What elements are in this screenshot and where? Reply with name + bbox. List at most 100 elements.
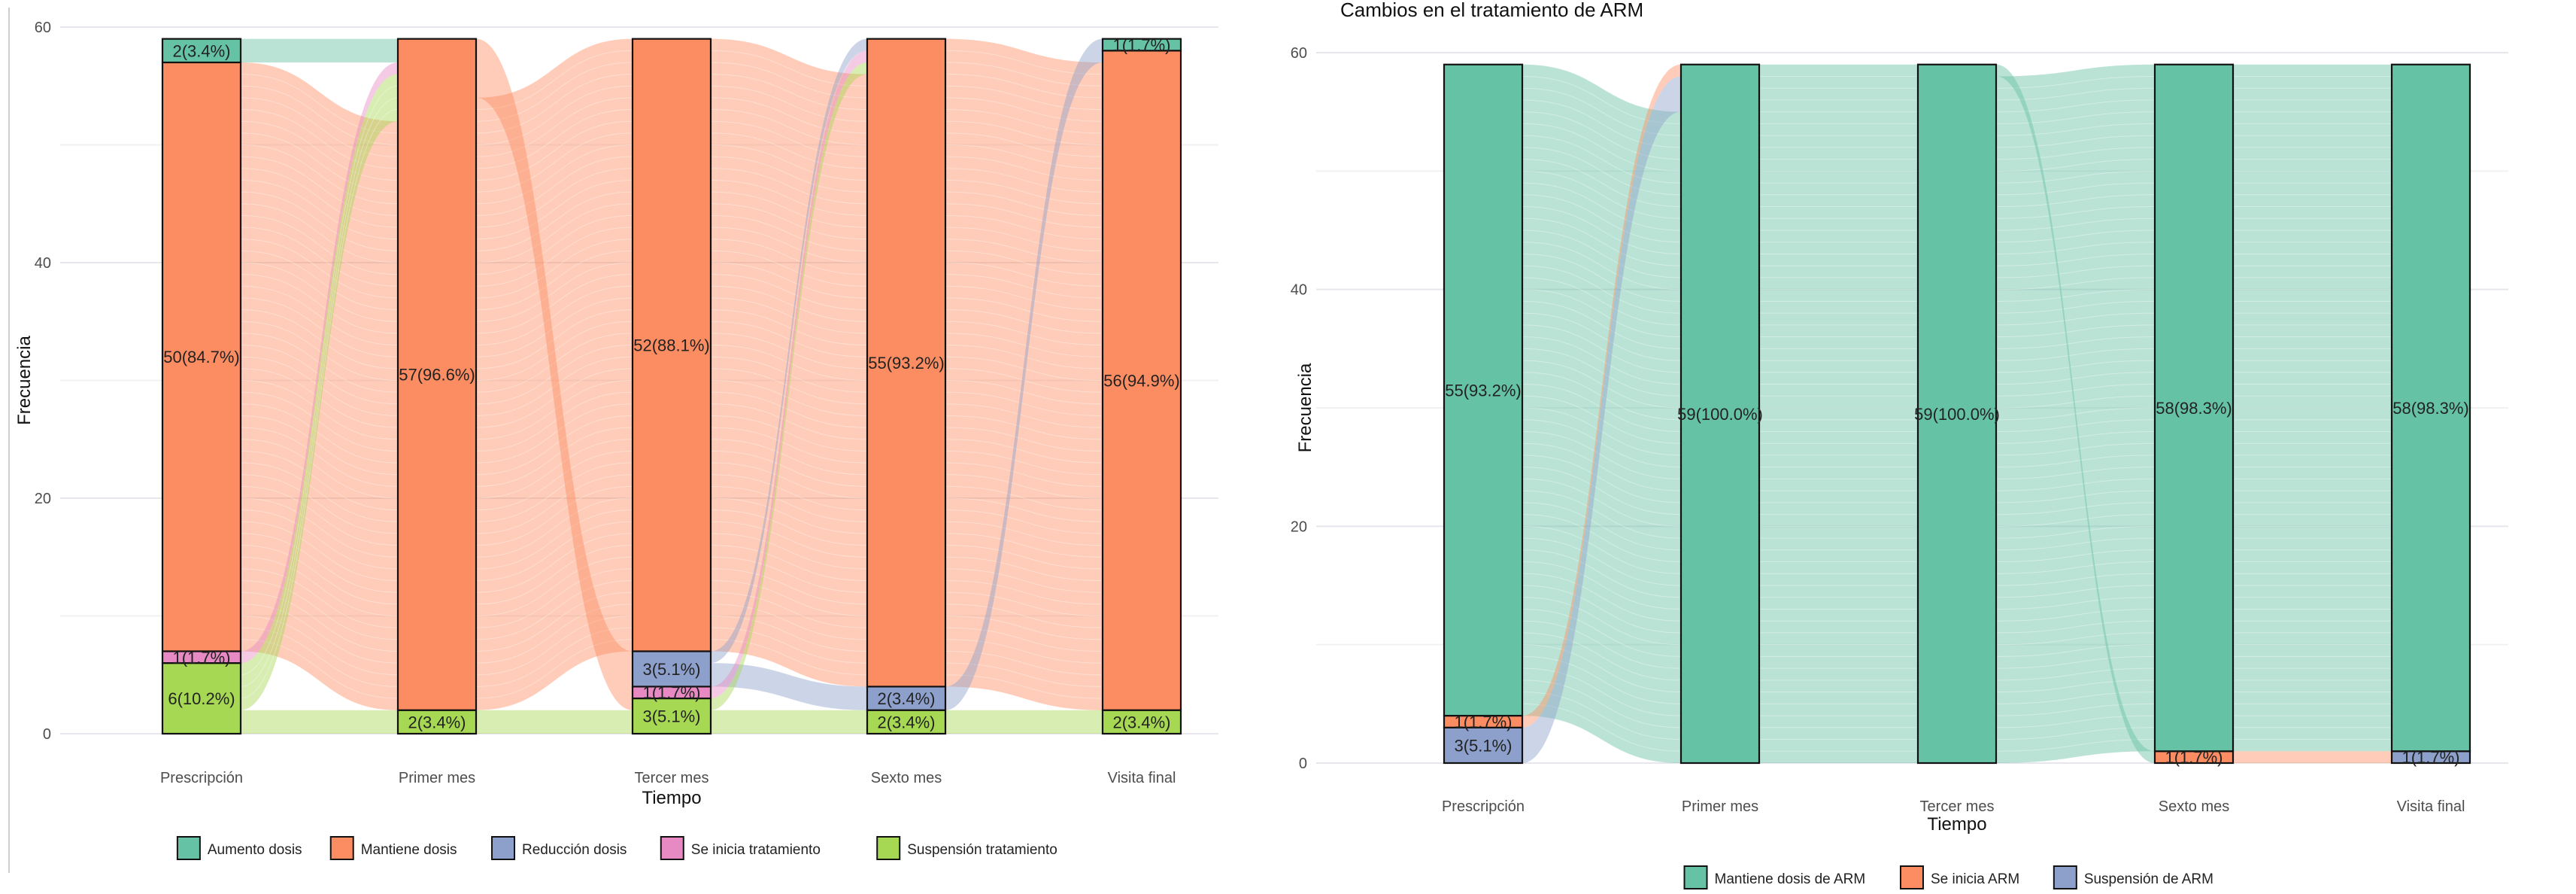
flow-stripe (475, 368, 633, 428)
flow-stripe (1522, 667, 1682, 716)
legend-swatch (2053, 865, 2077, 889)
flow-band (476, 38, 633, 687)
flow-band (1522, 64, 1681, 728)
flow-stripe (710, 627, 868, 664)
flow-stripe (1522, 703, 1682, 752)
bar-segment-suspension (396, 709, 478, 735)
flow-stripe (1522, 525, 1682, 574)
flow-stripe (945, 274, 1103, 299)
flow-stripe (1522, 348, 1682, 397)
legend-label: Se inicia tratamiento (691, 842, 821, 858)
flow-stripe (710, 321, 868, 357)
bar-segment-mantiene (396, 38, 478, 711)
flow-stripe (1995, 442, 2156, 456)
flow-stripe (1522, 442, 1682, 491)
flow-band (945, 38, 1103, 699)
flow-stripe (945, 450, 1103, 476)
flow-stripe (945, 50, 1103, 75)
bar-segment-suspension (631, 697, 712, 735)
flow-stripe (240, 521, 399, 582)
flow-stripe (475, 250, 633, 311)
flow-stripe (710, 97, 868, 134)
legend-swatch (176, 836, 201, 860)
flow-stripe (240, 156, 399, 216)
legend-swatch (660, 836, 684, 860)
flow-stripe (1995, 206, 2156, 219)
flow-stripe (1522, 655, 1682, 704)
flow-stripe (1995, 194, 2156, 208)
flow-stripe (475, 179, 633, 240)
flow-stripe (1995, 384, 2156, 397)
x-tick-label: Prescripción (1442, 798, 1525, 815)
flow-band (1996, 64, 2155, 763)
x-tick-label: Visita final (2397, 798, 2465, 815)
flow-stripe (1522, 230, 1682, 278)
flow-stripe (710, 168, 868, 205)
flow-stripe (710, 639, 868, 676)
flow-stripe (710, 109, 868, 145)
flow-stripe (475, 556, 633, 616)
flow-stripe (945, 380, 1103, 405)
x-tick-label: Primer mes (1682, 798, 1758, 815)
flow-stripe (945, 403, 1103, 428)
flow-stripe (240, 450, 399, 511)
legend-swatch (329, 836, 354, 860)
legend: Aumento dosis Mantiene dosis Reducción dos… (176, 836, 1057, 860)
flow-stripe (475, 239, 633, 299)
flow-stripe (240, 297, 399, 357)
chart-arm-changes: Cambios en el tratamiento de ARM 0 20 40 60 F… (1291, 0, 2508, 889)
flow-stripe (1522, 87, 1682, 136)
flow-stripe (1522, 277, 1682, 326)
flow-band (241, 74, 398, 710)
flow-stripe (710, 191, 868, 228)
x-tick-label: Visita final (1108, 770, 1176, 786)
legend-label: Suspensión tratamiento (907, 842, 1057, 858)
flow-stripe (240, 203, 399, 263)
flow-stripe (240, 556, 399, 616)
flow-stripe (945, 109, 1103, 134)
flow-stripe (710, 227, 868, 263)
flow-stripe (1522, 620, 1682, 669)
flow-stripe (710, 262, 868, 299)
flow-stripe (475, 580, 633, 640)
flow-stripe (240, 74, 399, 134)
y-tick-label: 40 (1291, 282, 1307, 299)
strata: 3(5.1%) 1(1.7%) 55(93.2%) 59(100.0%) 59(100.… (1443, 63, 2471, 767)
data-label: 58(98.3%) (2156, 399, 2232, 418)
flow-stripe (240, 214, 399, 275)
flow-stripe (945, 497, 1103, 522)
flow-stripe (945, 650, 1103, 676)
flow-stripe (1995, 230, 2156, 243)
flow-stripe (1995, 478, 2156, 491)
data-label: 59(100.0%) (1677, 405, 1763, 424)
flow-stripe (1995, 360, 2156, 373)
flow-stripe (475, 450, 633, 511)
flow-stripe (1522, 384, 1682, 432)
flow-stripe (475, 297, 633, 357)
flow-stripe (1995, 147, 2156, 160)
flow-stripe (475, 485, 633, 546)
flow-band (711, 663, 867, 710)
flow-stripe (1522, 206, 1682, 254)
data-label: 3(5.1%) (642, 660, 700, 679)
flow-stripe (475, 415, 633, 476)
legend-label: Reducción dosis (522, 842, 627, 858)
flow-stripe (1995, 561, 2156, 574)
flow-stripe (1995, 467, 2156, 479)
flow-stripe (710, 403, 868, 440)
flow-stripe (1522, 502, 1682, 551)
flow-stripe (945, 509, 1103, 534)
x-axis-label: Tiempo (1927, 814, 1986, 835)
flow-stripe (1995, 182, 2156, 196)
legend-swatch (876, 836, 901, 860)
flow-stripe (1995, 336, 2156, 349)
flow-stripe (1995, 159, 2156, 172)
flow-stripe (1995, 87, 2156, 101)
flow-stripe (1522, 99, 1682, 148)
flow-stripe (475, 380, 633, 440)
flow-stripe (240, 85, 399, 676)
flow-stripe (240, 639, 399, 699)
data-label: 57(96.6%) (399, 366, 475, 385)
flow-stripe (710, 156, 868, 193)
data-label: 1(1.7%) (642, 683, 700, 702)
